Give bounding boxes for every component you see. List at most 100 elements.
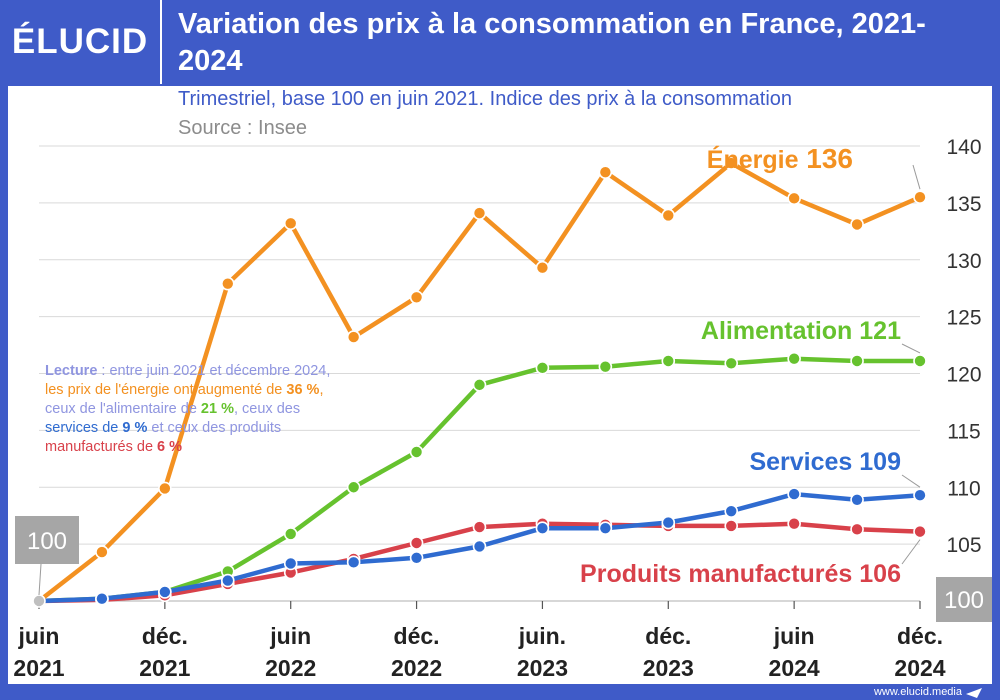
series-name-manufactured: Produits manufacturés	[580, 560, 852, 588]
series-end-value-food: 121	[852, 317, 901, 345]
reading-text-1: : entre juin 2021 et décembre 2024,	[97, 363, 331, 379]
x-tick-label-year-2: 2021	[139, 655, 190, 681]
y-tick-label-120: 120	[946, 364, 981, 387]
data-point-manufactured-6	[409, 536, 424, 550]
data-point-energy-3	[220, 276, 235, 291]
y-tick-label-130: 130	[946, 250, 981, 273]
series-label-food: Alimentation 121	[701, 317, 901, 345]
base-label-left: 100	[27, 528, 67, 555]
x-tick-label-month-6: déc.	[394, 623, 440, 649]
chart-labels: 105 110 115 120 125 130 135 140 juin 2021 déc. 2021…	[13, 136, 992, 681]
y-tick-label-115: 115	[947, 420, 980, 443]
data-point-food-14	[913, 354, 927, 368]
reading-text-5: , ceux des	[233, 401, 301, 417]
data-point-energy-4	[283, 216, 298, 231]
base-box-left	[15, 516, 79, 564]
x-tick-label-month-8: juin.	[518, 623, 566, 649]
data-point-services-7	[472, 539, 487, 554]
x-tick-label-month-14: déc.	[897, 623, 943, 649]
series-label-services: Services 109	[749, 448, 901, 476]
series-points	[32, 156, 927, 608]
base-leader-left	[38, 563, 42, 596]
series-end-value-energy: 136	[799, 143, 854, 174]
footer-url[interactable]: www.elucid.media	[873, 686, 962, 698]
x-tick-label-month-4: juin	[269, 623, 311, 649]
reading-label: Lecture	[45, 363, 98, 379]
data-point-services-6	[409, 550, 424, 565]
reading-text-7: et ceux des produits	[147, 420, 282, 436]
y-tick-label-125: 125	[946, 307, 981, 330]
data-point-energy-1	[95, 545, 109, 559]
data-point-services-14	[913, 488, 927, 503]
series-leader-services	[901, 474, 921, 488]
x-tick-label-year-0: 2021	[13, 655, 64, 681]
reading-text-3: ,	[319, 382, 324, 398]
reading-note: Lecture : entre juin 2021 et décembre 20…	[45, 362, 405, 457]
series-leader-energy	[912, 164, 921, 190]
data-point-energy-11	[724, 156, 739, 170]
data-point-food-10	[661, 354, 676, 368]
data-point-services-3	[220, 573, 235, 588]
series-leader-food	[901, 343, 921, 354]
data-point-energy-5	[346, 330, 361, 344]
data-point-food-8	[535, 361, 550, 375]
data-point-services-1	[95, 591, 109, 606]
reading-text-2: les prix de l'énergie ont augmenté de	[45, 382, 287, 398]
chart-title: Variation des prix à la consommation en …	[178, 8, 926, 77]
x-tick-label-year-8: 2023	[517, 655, 568, 681]
data-point-services-11	[724, 504, 739, 518]
x-tick-label-year-14: 2024	[894, 655, 945, 681]
series-end-value-manufactured: 106	[852, 560, 901, 588]
series-leader-manufactured	[901, 539, 921, 565]
series-end-value-services: 109	[852, 448, 901, 476]
x-tick-label-year-10: 2023	[643, 655, 694, 681]
data-point-services-5	[346, 555, 361, 570]
base-label-right: 100	[944, 587, 984, 614]
chart-subtitle: Trimestriel, base 100 en juin 2021. Indi…	[178, 88, 793, 110]
x-tick-label-month-2: déc.	[142, 623, 188, 649]
data-point-energy-8	[535, 260, 550, 275]
data-point-services-13	[850, 492, 864, 507]
reading-food-pct: 21 %	[200, 401, 234, 417]
data-point-manufactured-13	[850, 522, 864, 537]
base-box-right	[936, 577, 992, 622]
reading-text-6: services de	[45, 420, 123, 436]
data-point-manufactured-11	[724, 519, 739, 533]
data-point-food-12	[787, 351, 801, 366]
logo-text: ÉLUCID	[11, 22, 149, 61]
y-tick-label-105: 105	[946, 534, 981, 557]
data-point-food-11	[724, 356, 739, 371]
data-point-food-9	[598, 359, 613, 374]
data-point-food-13	[850, 354, 864, 368]
data-point-food-5	[346, 480, 361, 495]
x-tick-label-year-4: 2022	[265, 655, 316, 681]
chart-panel: Trimestriel, base 100 en juin 2021. Indi…	[8, 86, 992, 684]
reading-energy-pct: 36 %	[286, 382, 320, 398]
reading-manuf-pct: 6 %	[157, 439, 183, 455]
gridlines	[39, 145, 920, 602]
data-point-energy-13	[850, 217, 864, 232]
x-axis-ticks	[38, 601, 921, 609]
data-point-energy-9	[598, 165, 613, 179]
paper-plane-icon	[966, 688, 982, 698]
y-tick-label-110: 110	[947, 477, 980, 500]
series-label-energy: Énergie 136	[707, 143, 853, 174]
data-point-energy-12	[787, 191, 801, 206]
x-tick-label-year-12: 2024	[769, 655, 820, 681]
data-point-manufactured-14	[913, 524, 927, 539]
header: ÉLUCID Variation des prix à la consommat…	[0, 0, 1000, 84]
data-point-services-2	[158, 585, 172, 599]
data-point-energy-14	[913, 190, 927, 204]
data-point-services-12	[787, 487, 801, 501]
data-point-manufactured-12	[787, 516, 801, 531]
y-tick-label-140: 140	[946, 136, 981, 159]
data-point-services-10	[661, 515, 676, 530]
series-name-energy: Énergie	[707, 145, 799, 174]
data-point-base-start	[32, 594, 46, 608]
elucid-logo[interactable]: ÉLUCID	[0, 0, 162, 84]
x-tick-label-month-12: juin	[773, 623, 815, 649]
reading-text-4: ceux de l'alimentaire de	[45, 401, 201, 417]
series-label-manufactured: Produits manufacturés 106	[580, 560, 901, 588]
data-point-food-4	[283, 527, 298, 541]
data-point-energy-6	[409, 290, 424, 305]
